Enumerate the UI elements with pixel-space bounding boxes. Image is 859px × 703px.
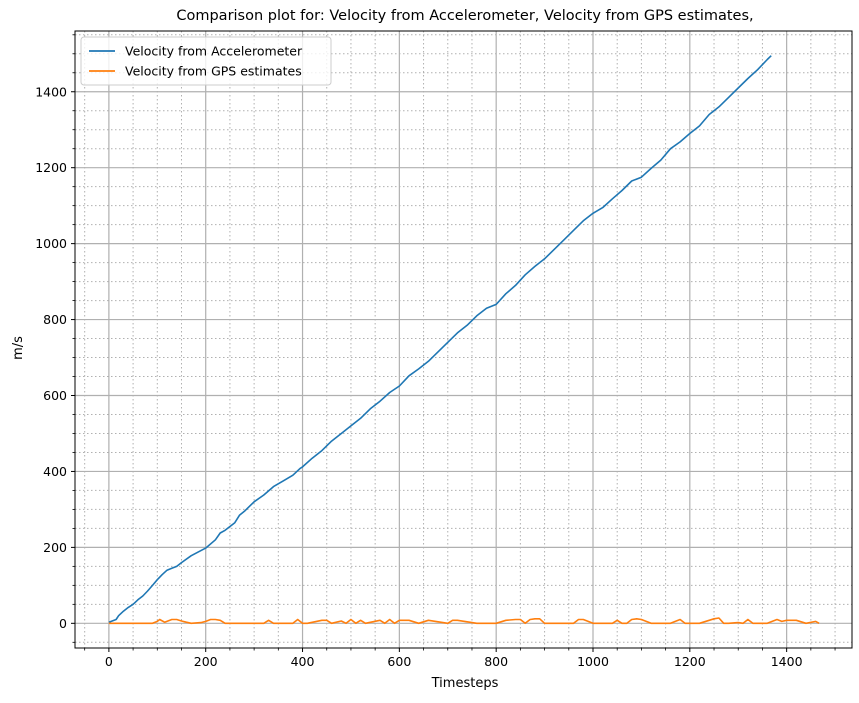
series-line-1 [108, 617, 820, 625]
axis-ticks: 0 200 400 600 800 1000 1200 1400 0 200 400 600 800 10… [35, 34, 836, 669]
legend-frame [80, 36, 332, 86]
legend: Velocity from Accelerometer Velocity from… [80, 36, 332, 86]
x-tick-label: 200 [194, 654, 218, 669]
y-tick-label: 600 [43, 388, 67, 403]
chart-title: Comparison plot for: Velocity from Accel… [176, 8, 753, 24]
legend-label-0: Velocity from Accelerometer [125, 44, 303, 59]
y-tick-label: 200 [43, 540, 67, 555]
y-tick-label: 1400 [35, 84, 67, 99]
x-tick-label: 0 [105, 654, 113, 669]
y-tick-label: 400 [43, 464, 67, 479]
x-tick-label: 1000 [577, 654, 609, 669]
major-grid [75, 31, 852, 648]
y-tick-label: 1000 [35, 236, 67, 251]
x-tick-label: 600 [387, 654, 411, 669]
legend-label-1: Velocity from GPS estimates [125, 64, 302, 79]
x-tick-label: 400 [291, 654, 315, 669]
y-axis-label: m/s [11, 336, 26, 360]
x-tick-label: 1200 [674, 654, 706, 669]
plot-frame [74, 30, 853, 649]
x-tick-label: 1400 [771, 654, 803, 669]
series-layer [108, 55, 820, 625]
y-tick-label: 1200 [35, 160, 67, 175]
y-tick-label: 800 [43, 312, 67, 327]
series-line-0 [108, 55, 772, 623]
x-axis-label: Timesteps [431, 676, 499, 691]
y-tick-label: 0 [59, 616, 67, 631]
x-tick-label: 800 [484, 654, 508, 669]
